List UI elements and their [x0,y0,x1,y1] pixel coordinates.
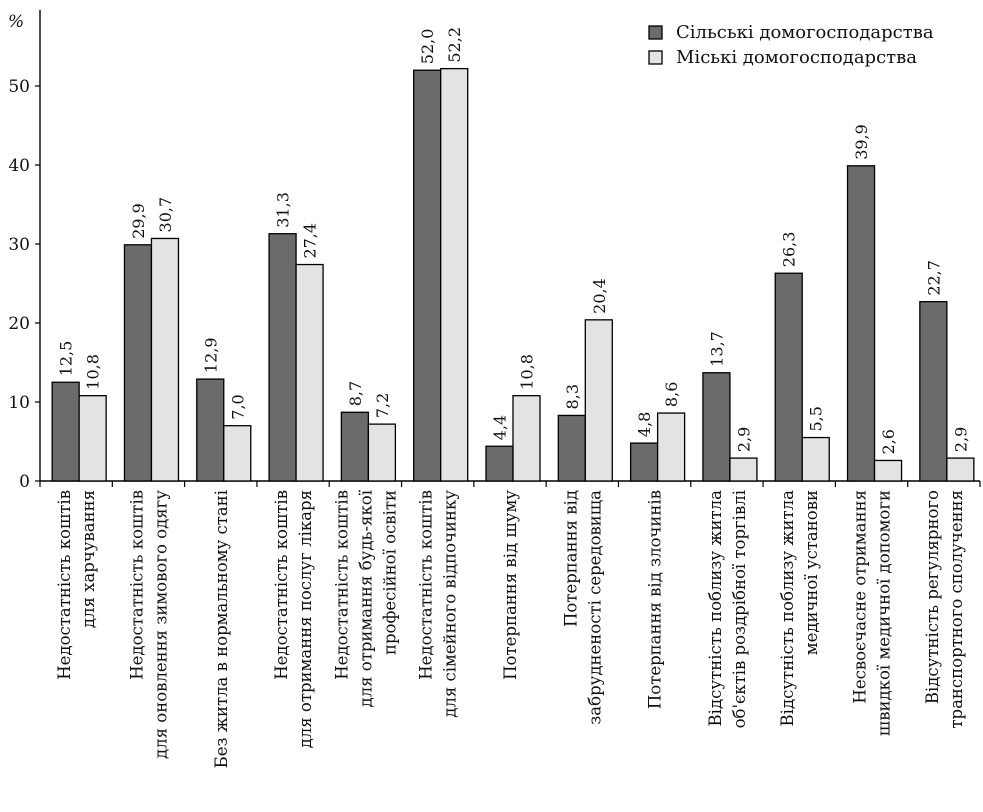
bar-series-0-11 [846,165,876,482]
bar-series-1-1 [150,237,180,482]
category-label-7-line-1: забрудненості середовища [585,490,604,725]
y-tick-label: 40 [8,156,30,176]
bar-series-1-5 [440,67,469,482]
category-label-1-line-1: для оновлення зимового одягу [151,490,170,759]
value-label-series-0-12: 22,7 [924,260,943,296]
value-label-series-1-12: 2,9 [951,427,970,452]
y-tick-label: 50 [8,77,30,97]
value-label-series-0-0: 12,5 [57,341,76,377]
category-label-4-line-2: професійної освіти [380,490,399,655]
value-label-series-0-10: 26,3 [780,232,799,268]
bar-series-0-7 [557,414,586,482]
bar-series-0-2 [196,378,225,482]
category-label-3-line-0: Недостатність коштів [272,490,291,680]
value-label-series-1-5: 52,2 [445,27,464,63]
value-label-series-1-0: 10,8 [84,354,103,390]
category-label-12-line-0: Відсутність регулярного [923,490,942,704]
bar-series-0-12 [919,301,948,482]
legend-label-0: Сільські домогосподарства [676,22,934,43]
bar-series-1-2 [223,425,252,482]
category-label-0-line-0: Недостатність коштів [55,490,74,680]
bar-series-0-1 [123,244,153,482]
bar-series-0-5 [413,69,442,482]
value-label-series-0-1: 29,9 [129,203,148,239]
value-label-series-0-9: 13,7 [707,331,726,367]
value-label-series-0-8: 4,8 [635,412,654,437]
legend-swatch-0 [648,25,663,40]
bar-series-1-7 [584,319,613,482]
bar-series-0-6 [485,445,514,482]
category-label-3-line-1: для отримання послуг лікаря [296,490,315,748]
category-label-11-line-1: швидкої медичної допомоги [875,490,894,736]
value-label-series-1-4: 7,2 [373,393,392,418]
value-label-series-1-11: 2,6 [879,429,898,454]
category-label-7-line-0: Потерпання від [561,490,580,627]
value-label-series-1-9: 2,9 [734,427,753,452]
category-label-5-line-0: Недостатність коштів [417,490,436,680]
category-label-11-line-0: Несвоєчасне отримання [851,490,870,704]
value-label-series-1-1: 30,7 [156,197,175,233]
category-label-8-line-0: Потерпання від злочинів [646,490,665,709]
y-tick-label: 10 [8,393,30,413]
value-label-series-0-5: 52,0 [418,29,437,65]
bar-series-0-3 [268,233,297,482]
category-label-10-line-0: Відсутність поблизу житла [778,490,797,727]
legend-label-1: Міські домогосподарства [676,47,917,68]
value-label-series-0-2: 12,9 [201,337,220,373]
category-label-5-line-1: для сімейного відпочинку [441,490,460,718]
bar-series-1-4 [367,423,397,482]
bar-series-0-10 [774,272,803,482]
category-label-6-line-0: Потерпання від шуму [501,490,520,680]
bar-series-0-0 [51,381,80,482]
bar-series-1-12 [946,457,975,482]
bar-series-0-8 [629,442,659,482]
category-label-9-line-1: об'єктів роздрібної торгівлі [730,490,749,728]
value-label-series-1-8: 8,6 [662,382,681,407]
category-label-10-line-1: медичної установи [802,490,821,655]
category-label-12-line-1: транспортного сполучення [947,490,966,729]
bar-series-1-10 [801,436,830,482]
category-label-9-line-0: Відсутність поблизу житла [706,490,725,727]
y-tick-label: 30 [8,235,30,255]
bar-series-1-11 [873,459,903,482]
legend-swatch-1 [648,50,663,65]
value-label-series-1-6: 10,8 [518,354,537,390]
bar-series-1-6 [512,395,541,482]
value-label-series-0-3: 31,3 [274,192,293,228]
category-label-0-line-1: для харчування [79,490,98,628]
category-labels: Недостатність коштів для харчування Недост… [55,489,966,768]
value-label-series-0-7: 8,3 [563,384,582,409]
legend: Сільські домогосподарства Міські домогосп… [648,22,934,68]
y-axis-unit-label: % [8,12,24,32]
value-label-series-0-6: 4,4 [491,415,510,440]
bar-series-1-9 [729,457,758,482]
y-tick-label: 20 [8,314,30,334]
category-label-4-line-0: Недостатність коштів [332,490,351,680]
bar-series-1-8 [656,412,686,482]
bar-series-0-4 [340,411,370,482]
value-label-series-0-4: 8,7 [346,381,365,406]
category-label-1-line-0: Недостатність коштів [127,490,146,680]
value-label-series-1-7: 20,4 [590,278,609,314]
category-label-4-line-1: для отримання будь-якої [356,489,375,707]
value-label-series-1-3: 27,4 [301,223,320,259]
category-label-2-line-0: Без житла в нормальному стані [212,490,231,768]
bar-series-0-9 [702,372,731,482]
bar-series-1-3 [295,263,324,482]
value-label-series-1-2: 7,0 [228,394,247,419]
y-tick-label: 0 [19,472,30,492]
bar-series-1-0 [78,395,107,482]
value-label-series-0-11: 39,9 [852,124,871,160]
value-label-series-1-10: 5,5 [807,406,826,431]
bars [51,67,975,482]
value-labels: 12,5 29,9 12,9 31,3 8,7 52,0 4,4 8,3 4,8 13,7 26,3… [57,27,971,454]
